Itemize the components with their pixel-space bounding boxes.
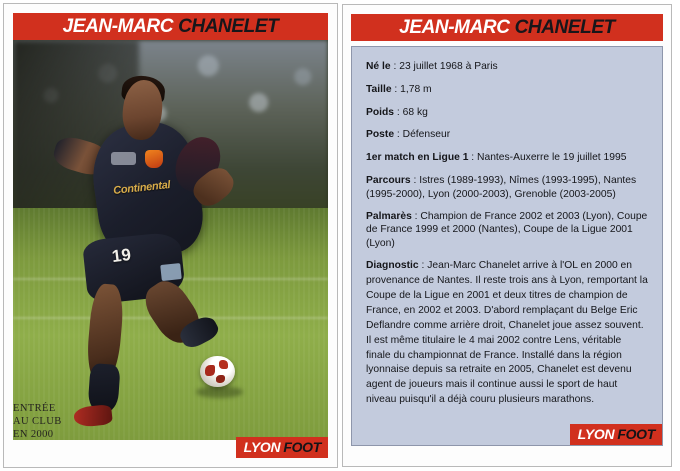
- info-separator: :: [390, 61, 400, 72]
- lyon-foot-logo-first: LYON: [243, 439, 281, 455]
- left-card-titlebar: JEAN-MARC CHANELET: [13, 13, 328, 40]
- info-value: Champion de France 2002 et 2003 (Lyon), …: [366, 210, 648, 250]
- info-value: Jean-Marc Chanelet arrive à l'OL en 2000…: [366, 259, 648, 406]
- lyon-foot-logo: LYON FOOT: [569, 424, 662, 445]
- info-value: Nantes-Auxerre le 19 juillet 1995: [477, 152, 627, 164]
- club-entry-caption: ENTRÉE AU CLUB EN 2000: [13, 402, 62, 441]
- player-info-panel: Né le : 23 juillet 1968 à Paris Taille :…: [351, 46, 663, 446]
- info-label: Palmarès: [366, 210, 412, 222]
- player-figure: Continental 19: [13, 40, 328, 440]
- club-entry-line-1: ENTRÉE: [13, 402, 56, 414]
- right-card-title-last: CHANELET: [514, 17, 616, 38]
- info-field-taille: Taille : 1,78 m: [366, 83, 648, 97]
- ball-shadow: [195, 386, 243, 398]
- info-label: Taille: [366, 83, 392, 95]
- lyon-foot-logo: LYON FOOT: [235, 437, 328, 458]
- ball-marking: [215, 375, 226, 384]
- player-info-card: JEAN-MARC CHANELET Né le : 23 juillet 196…: [342, 4, 672, 467]
- right-card-title-first: JEAN-MARC: [399, 17, 510, 38]
- shorts-sponsor-patch: [160, 262, 183, 282]
- info-field-parcours: Parcours : Istres (1989-1993), Nîmes (19…: [366, 174, 648, 202]
- lyon-foot-logo-last: FOOT: [617, 426, 655, 442]
- info-field-premier-match: 1er match en Ligue 1 : Nantes-Auxerre le…: [366, 151, 648, 165]
- info-value: 23 juillet 1968 à Paris: [399, 61, 498, 72]
- info-field-poste: Poste : Défenseur: [366, 128, 648, 142]
- info-separator: :: [394, 129, 403, 141]
- jersey-sponsor-label: Continental: [113, 179, 172, 197]
- info-field-ne-le: Né le : 23 juillet 1968 à Paris: [366, 60, 648, 74]
- info-field-palmares: Palmarès : Champion de France 2002 et 20…: [366, 210, 648, 251]
- player-shirt-number: 19: [111, 244, 133, 267]
- right-card-titlebar: JEAN-MARC CHANELET: [351, 14, 663, 41]
- info-label: Poste: [366, 129, 395, 141]
- info-separator: :: [411, 210, 421, 222]
- jersey-league-patch: [110, 152, 136, 165]
- info-value: 68 kg: [402, 106, 428, 118]
- left-card-title-first: JEAN-MARC: [62, 16, 174, 37]
- club-entry-line-2: AU CLUB: [13, 415, 62, 427]
- info-value: 1,78 m: [400, 83, 432, 95]
- info-field-poids: Poids : 68 kg: [366, 106, 648, 120]
- info-label: Parcours: [366, 174, 411, 186]
- lyon-foot-logo-last: FOOT: [283, 439, 321, 455]
- player-photo-card: JEAN-MARC CHANELET Continental: [3, 3, 338, 468]
- left-card-title-last: CHANELET: [178, 16, 279, 37]
- info-field-diagnostic: Diagnostic : Jean-Marc Chanelet arrive à…: [366, 259, 648, 408]
- info-label: Poids: [366, 106, 395, 118]
- player-action-photo: Continental 19: [13, 40, 328, 440]
- club-entry-line-3: EN 2000: [13, 428, 54, 440]
- info-separator: :: [391, 83, 401, 95]
- club-crest-icon: [145, 150, 163, 168]
- info-separator: :: [410, 174, 420, 186]
- player-front-boot: [73, 404, 114, 428]
- info-label: Diagnostic: [366, 259, 419, 271]
- info-separator: :: [468, 152, 478, 164]
- football-ball: [200, 356, 236, 388]
- info-separator: :: [418, 259, 428, 271]
- info-value: Défenseur: [402, 129, 451, 141]
- info-separator: :: [394, 106, 403, 118]
- lyon-foot-logo-first: LYON: [577, 426, 615, 442]
- info-label: 1er match en Ligue 1: [366, 152, 469, 164]
- info-value: Istres (1989-1993), Nîmes (1993-1995), N…: [366, 174, 637, 200]
- info-label: Né le: [366, 61, 391, 72]
